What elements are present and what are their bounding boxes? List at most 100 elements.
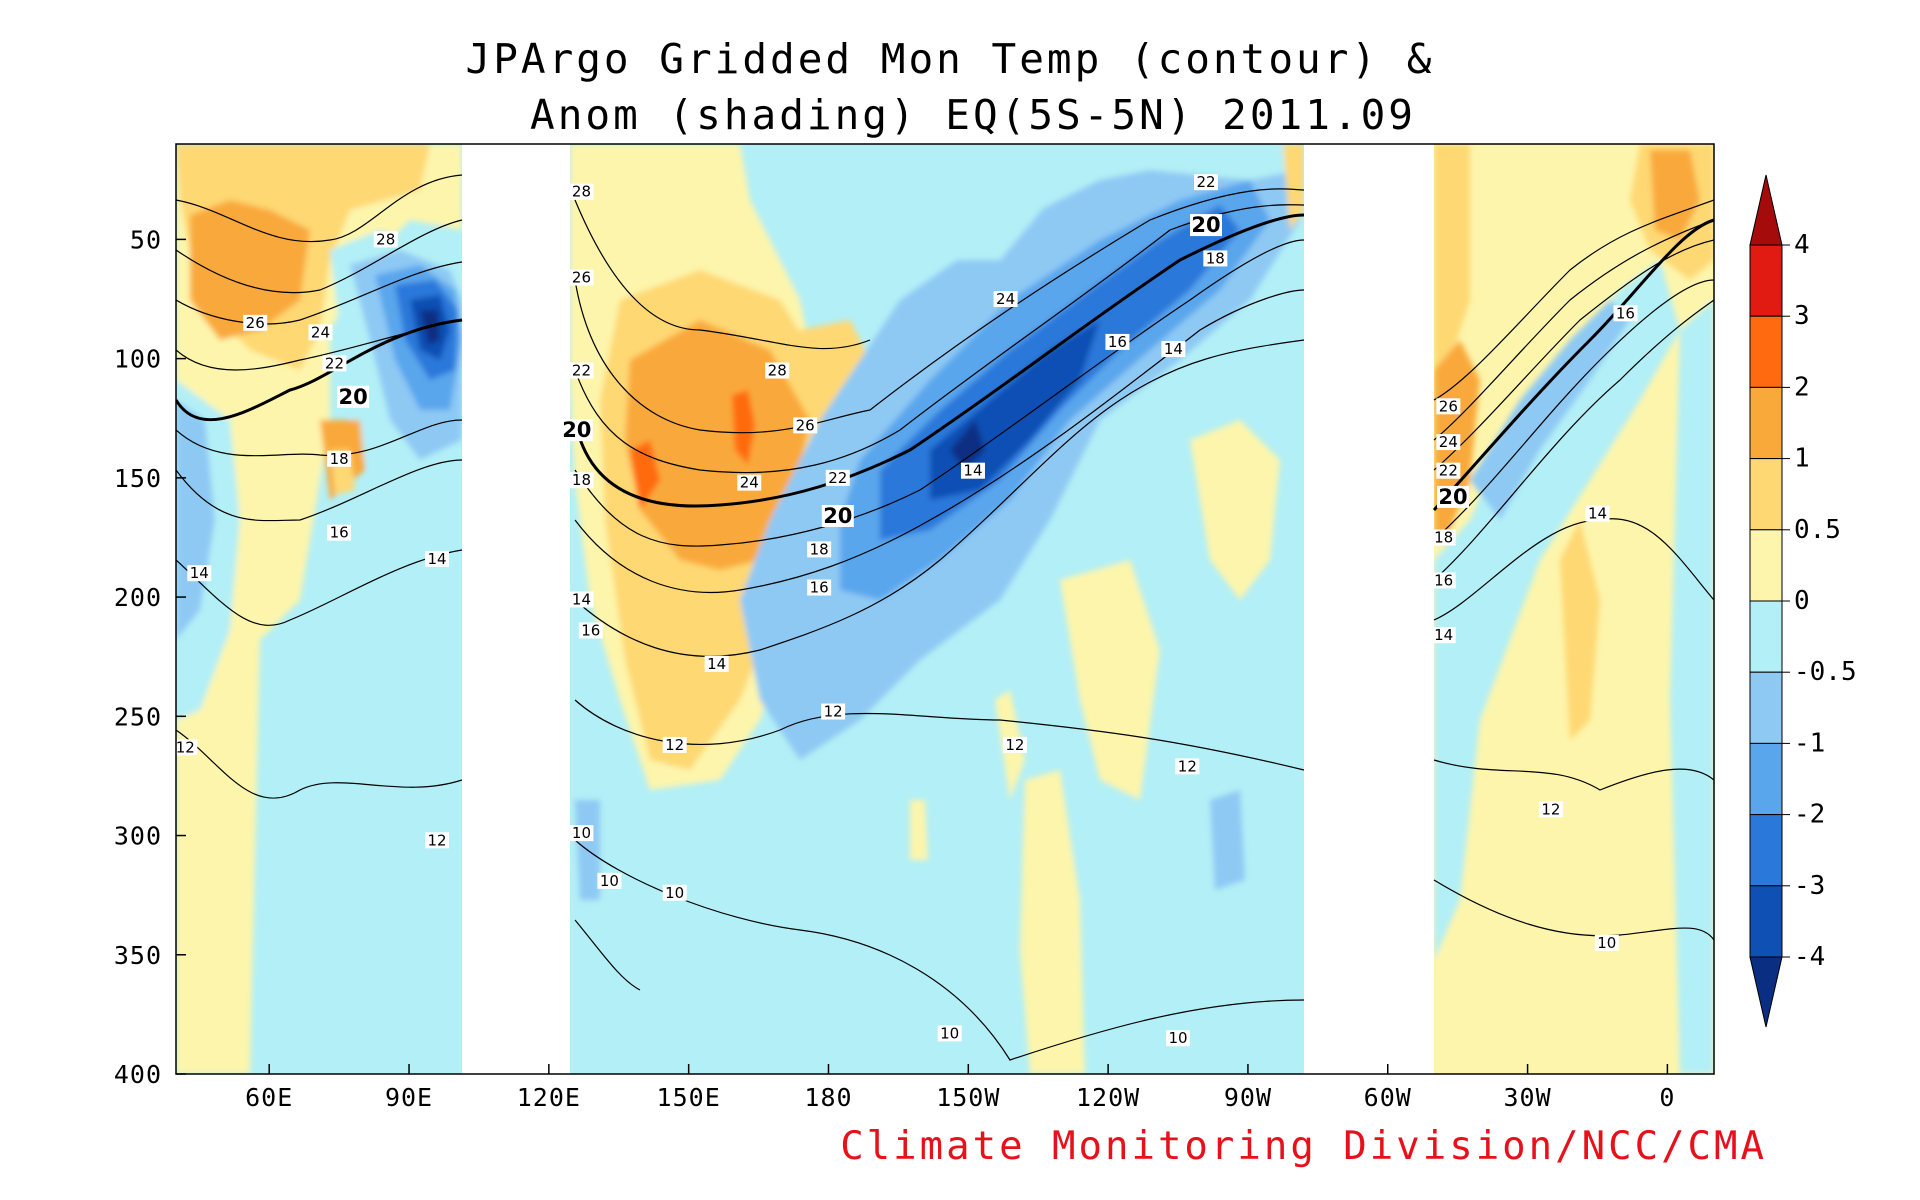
contour-label-bg [560, 419, 593, 442]
contour-label-bg [424, 550, 449, 567]
contour-label-bg [1002, 736, 1027, 753]
contour-label: 22 [1196, 173, 1215, 191]
contour-label: 12 [427, 831, 446, 849]
y-tick-label: 350 [114, 941, 162, 970]
anomaly-shading [176, 144, 1714, 1074]
contour-label-bg [1436, 462, 1461, 479]
contour-label-bg [243, 314, 268, 331]
x-tick-label: 180 [804, 1083, 852, 1112]
colorbar-label: 0.5 [1794, 515, 1841, 545]
contour-label: 22 [828, 469, 847, 487]
credit-text: Climate Monitoring Division/NCC/CMA [840, 1124, 1767, 1169]
contour-label-bg [569, 591, 594, 608]
contour-label: 10 [572, 824, 591, 842]
contour-label: 26 [572, 269, 591, 287]
contour-label: 14 [572, 590, 591, 608]
colorbar-legend: 4 3 2 1 0.5 0 -0.5 -1 -2 -3 -4 [1749, 174, 1857, 1028]
contour-label: 10 [665, 884, 684, 902]
contour-label: 26 [1439, 397, 1458, 415]
colorbar-swatch [1749, 600, 1783, 673]
chart-title-line2: Anom (shading) EQ(5S-5N) 2011.09 [530, 91, 1416, 139]
contour-label: 20 [1438, 485, 1467, 509]
contour-label-bg [960, 462, 985, 479]
contour-label: 18 [810, 540, 829, 558]
contour-label-bg [597, 872, 622, 889]
contour-label: 14 [707, 655, 726, 673]
y-tick-label: 250 [114, 702, 162, 731]
y-tick-label: 400 [114, 1060, 162, 1089]
contour-label: 22 [572, 362, 591, 380]
contour-labels: 28 26 24 22 20 18 16 14 14 12 12 28 26 22 20 18 14 16 10 10… [173, 173, 1638, 1047]
contour-label: 14 [1588, 505, 1607, 523]
contour-label-bg [1594, 934, 1619, 951]
x-tick-label: 60E [245, 1083, 293, 1112]
contour-label-bg [1189, 214, 1222, 237]
contour-label-bg [1166, 1030, 1191, 1047]
contour-label: 18 [330, 450, 349, 468]
y-tick-label: 150 [114, 464, 162, 493]
contour-label-bg [737, 474, 762, 491]
contour-label-bg [569, 183, 594, 200]
contour-label: 28 [768, 362, 787, 380]
contour-label-bg [327, 524, 352, 541]
contour-label-bg [1193, 174, 1218, 191]
colorbar-arrow-top [1749, 174, 1783, 246]
contour-label-bg [1613, 305, 1638, 322]
colorbar-swatch [1749, 386, 1783, 460]
contour-label-bg [322, 355, 347, 372]
contour-label-bg [765, 362, 790, 379]
contour-label: 26 [246, 314, 265, 332]
chart-title-line1: JPArgo Gridded Mon Temp (contour) & [466, 35, 1435, 83]
contour-label: 10 [940, 1024, 959, 1042]
contour-label-bg [1431, 627, 1456, 644]
contour-label-bg [662, 884, 687, 901]
contour-label-bg [327, 450, 352, 467]
colorbar-swatch [1749, 742, 1783, 816]
contour-label: 14 [963, 462, 982, 480]
contour-label: 28 [572, 183, 591, 201]
colorbar-label: -2 [1794, 800, 1825, 830]
contour-label-bg [704, 655, 729, 672]
colorbar-swatch [1749, 814, 1783, 887]
x-tick-label: 120W [1076, 1083, 1140, 1112]
contour-label: 14 [427, 550, 446, 568]
y-tick-label: 200 [114, 583, 162, 612]
contour-label-bg [807, 541, 832, 558]
contour-label: 16 [581, 621, 600, 639]
land-gap-americas [1304, 144, 1434, 1074]
colorbar-label: -4 [1794, 942, 1825, 972]
contour-label: 24 [311, 323, 330, 341]
contour-label-bg [308, 324, 333, 341]
x-tick-label: 60W [1364, 1083, 1412, 1112]
contour-label-bg [337, 385, 370, 408]
x-tick-label: 30W [1503, 1083, 1551, 1112]
y-tick-label: 300 [114, 822, 162, 851]
contour-label-bg [662, 736, 687, 753]
contour-label-bg [937, 1025, 962, 1042]
contour-label-bg [373, 231, 398, 248]
colorbar-label: -3 [1794, 871, 1825, 901]
colorbar-label: 1 [1794, 444, 1810, 474]
contour-label: 12 [665, 736, 684, 754]
contour-label-bg [1585, 505, 1610, 522]
x-tick-label: 150W [936, 1083, 1000, 1112]
colorbar-swatch [1749, 529, 1783, 602]
contour-label: 10 [1597, 934, 1616, 952]
colorbar-swatch [1749, 885, 1783, 958]
contour-label: 16 [330, 524, 349, 542]
colorbar-swatch [1749, 315, 1783, 388]
contour-label: 18 [572, 471, 591, 489]
x-tick-label: 120E [517, 1083, 581, 1112]
land-gap-maritime-continent [462, 144, 570, 1074]
contour-label: 20 [1191, 213, 1220, 237]
y-axis: 50 100 150 200 250 300 350 400 [114, 225, 186, 1089]
y-tick-label: 50 [130, 225, 162, 254]
contour-label: 12 [1005, 736, 1024, 754]
y-tick-label: 100 [114, 345, 162, 374]
contour-label: 12 [1541, 800, 1560, 818]
contour-label-bg [187, 565, 212, 582]
contour-label: 18 [1434, 528, 1453, 546]
contour-label-bg [807, 579, 832, 596]
contour-label: 22 [1439, 462, 1458, 480]
